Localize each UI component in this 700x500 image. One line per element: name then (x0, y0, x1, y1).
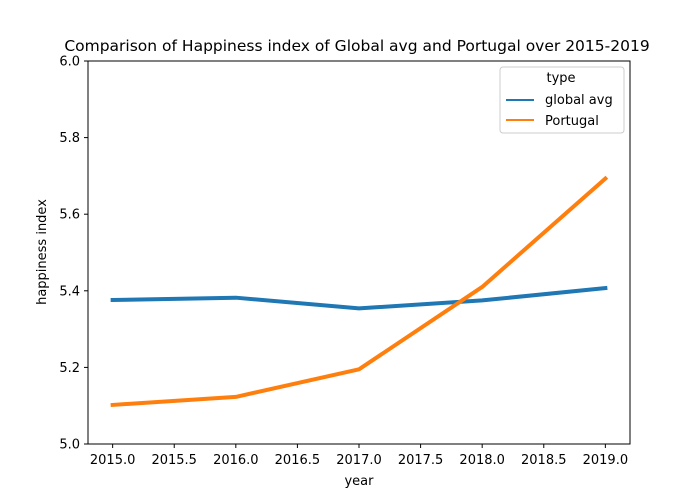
y-tick-label: 5.0 (59, 438, 80, 453)
plot-frame (87, 60, 631, 445)
y-tick-label: 5.2 (59, 361, 80, 376)
legend-label-global-avg: global avg (545, 93, 613, 108)
x-tick-label: 2017.0 (336, 453, 382, 468)
x-tick-label: 2017.5 (398, 453, 444, 468)
legend-label-portugal: Portugal (545, 114, 599, 129)
y-tick-label: 6.0 (59, 55, 80, 70)
plot-area: 2015.0 2015.5 2016.0 2016.5 2017.0 2017.5 2018… (59, 55, 628, 469)
x-tick-label: 2018.5 (521, 453, 567, 468)
x-tick-label: 2019.0 (583, 453, 629, 468)
legend: type global avg Portugal (499, 66, 625, 134)
x-tick-label: 2018.0 (459, 453, 505, 468)
legend-box (499, 66, 625, 134)
y-axis-label: happiness index (35, 199, 50, 305)
legend-title: type (546, 71, 575, 86)
x-tick-label: 2015.5 (151, 453, 197, 468)
y-tick-label: 5.4 (59, 284, 80, 299)
chart-title: Comparison of Happiness index of Global … (64, 37, 649, 55)
y-tick-label: 5.8 (59, 131, 80, 146)
x-tick-label: 2016.5 (275, 453, 321, 468)
x-tick-label: 2016.0 (213, 453, 259, 468)
x-axis-label: year (344, 474, 374, 489)
x-tick-label: 2015.0 (90, 453, 136, 468)
y-tick-label: 5.6 (59, 208, 80, 223)
